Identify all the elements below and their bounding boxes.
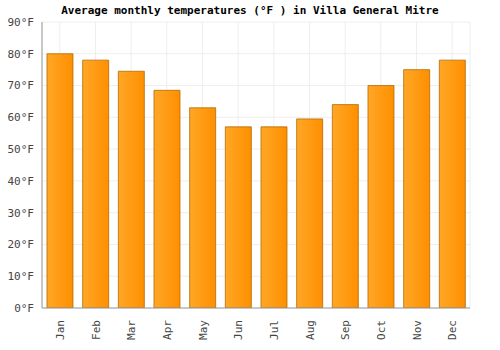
svg-text:Nov: Nov [411,320,424,340]
svg-text:30°F: 30°F [8,207,34,220]
svg-text:Sep: Sep [339,320,352,340]
svg-text:May: May [197,320,210,340]
svg-text:90°F: 90°F [8,16,34,29]
svg-text:Feb: Feb [90,320,103,340]
svg-text:Jul: Jul [268,320,281,340]
svg-text:40°F: 40°F [8,175,34,188]
svg-text:60°F: 60°F [8,111,34,124]
svg-text:70°F: 70°F [8,79,34,92]
svg-text:Jun: Jun [232,320,245,340]
svg-text:Aug: Aug [304,320,317,340]
svg-text:Mar: Mar [125,320,138,340]
svg-text:10°F: 10°F [8,270,34,283]
svg-text:Dec: Dec [446,320,459,340]
svg-text:Apr: Apr [161,320,174,340]
svg-text:20°F: 20°F [8,238,34,251]
svg-text:Oct: Oct [375,320,388,340]
html-text:Average monthly temperatures (: Average monthly temperatures (°F ) in Vi… [61,4,439,17]
svg-text:0°F: 0°F [14,302,34,315]
svg-text:50°F: 50°F [8,143,34,156]
svg-text:Jan: Jan [54,320,67,340]
svg-text:80°F: 80°F [8,48,34,61]
